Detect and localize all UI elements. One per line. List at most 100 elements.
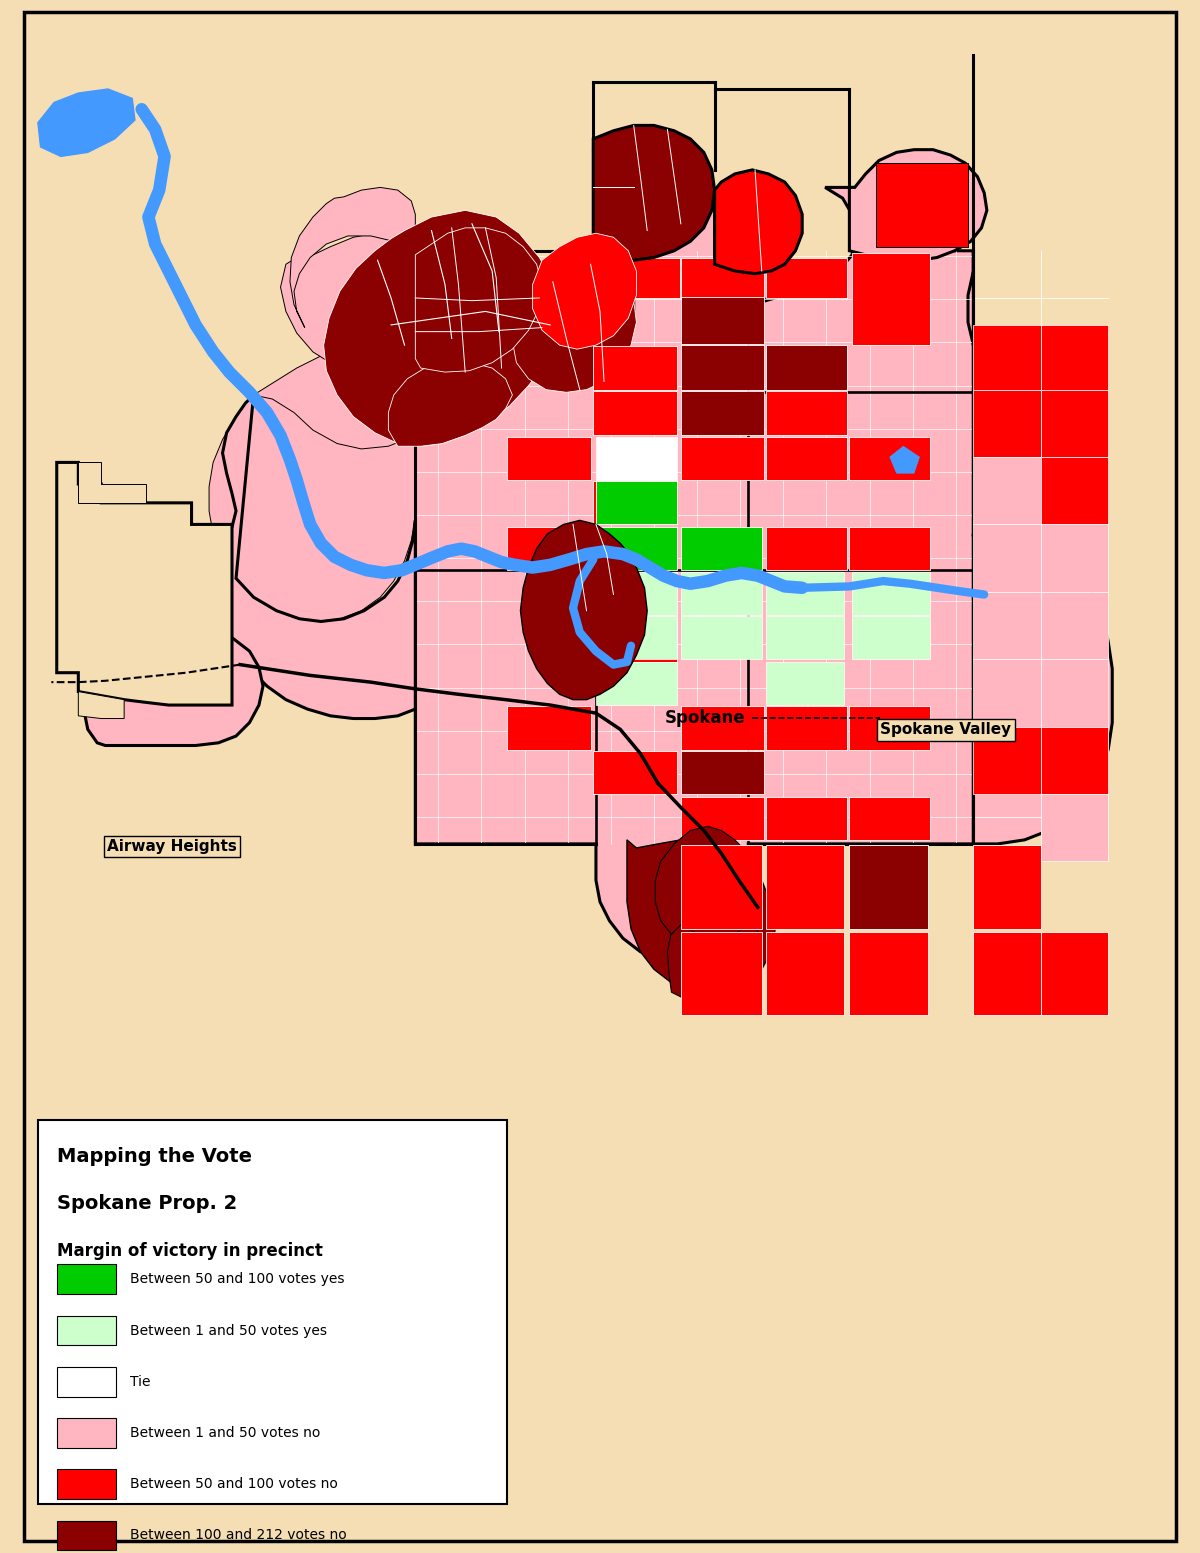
- Bar: [852, 572, 930, 615]
- Bar: [56, 1264, 116, 1294]
- Bar: [1040, 727, 1109, 794]
- Polygon shape: [78, 463, 145, 503]
- Text: Airway Heights: Airway Heights: [107, 839, 236, 854]
- Bar: [680, 297, 764, 343]
- Polygon shape: [850, 149, 986, 261]
- Bar: [766, 932, 844, 1016]
- Polygon shape: [290, 188, 415, 328]
- Bar: [56, 1520, 116, 1550]
- Bar: [850, 436, 930, 480]
- Bar: [850, 845, 928, 929]
- Bar: [1040, 592, 1109, 658]
- Bar: [973, 727, 1040, 794]
- Bar: [596, 481, 677, 525]
- Bar: [1040, 390, 1109, 457]
- Bar: [766, 258, 847, 298]
- Bar: [850, 526, 930, 570]
- Bar: [850, 845, 928, 929]
- Bar: [593, 346, 677, 390]
- Bar: [680, 345, 764, 390]
- Polygon shape: [415, 188, 973, 958]
- Text: Spokane: Spokane: [665, 708, 745, 727]
- Bar: [1040, 325, 1109, 390]
- Bar: [680, 932, 762, 1016]
- Polygon shape: [209, 394, 415, 621]
- Bar: [850, 797, 930, 840]
- Bar: [766, 617, 844, 658]
- Bar: [973, 457, 1040, 525]
- Polygon shape: [968, 250, 1112, 843]
- Bar: [593, 391, 677, 435]
- Bar: [680, 572, 762, 615]
- Bar: [680, 391, 764, 435]
- Text: Between 1 and 50 votes yes: Between 1 and 50 votes yes: [130, 1323, 326, 1337]
- Bar: [973, 658, 1040, 727]
- Bar: [1040, 932, 1109, 1016]
- Bar: [596, 572, 677, 615]
- Polygon shape: [533, 233, 636, 349]
- Bar: [593, 618, 677, 662]
- Polygon shape: [56, 463, 232, 705]
- Polygon shape: [281, 233, 415, 373]
- Text: Mapping the Vote: Mapping the Vote: [56, 1148, 252, 1166]
- Polygon shape: [84, 624, 263, 745]
- Text: Between 50 and 100 votes yes: Between 50 and 100 votes yes: [130, 1272, 344, 1286]
- Polygon shape: [714, 169, 803, 273]
- Bar: [1040, 325, 1109, 390]
- Bar: [766, 526, 847, 570]
- Bar: [680, 436, 764, 480]
- Bar: [850, 932, 928, 1016]
- Text: Margin of victory in precinct: Margin of victory in precinct: [56, 1241, 323, 1259]
- Bar: [680, 526, 762, 570]
- Bar: [1040, 658, 1109, 727]
- Bar: [1040, 794, 1109, 862]
- Text: Between 1 and 50 votes no: Between 1 and 50 votes no: [130, 1426, 320, 1440]
- Bar: [596, 526, 677, 570]
- Polygon shape: [655, 826, 762, 938]
- Text: Tie: Tie: [130, 1374, 150, 1388]
- Polygon shape: [593, 126, 714, 261]
- Bar: [56, 1315, 116, 1345]
- Polygon shape: [521, 520, 647, 700]
- Bar: [1040, 727, 1109, 794]
- Bar: [1040, 525, 1109, 592]
- Bar: [766, 391, 847, 435]
- Text: Spokane Prop. 2: Spokane Prop. 2: [56, 1194, 236, 1213]
- Bar: [973, 525, 1040, 592]
- Bar: [766, 662, 844, 705]
- Bar: [56, 1418, 116, 1447]
- Bar: [766, 345, 847, 390]
- Polygon shape: [389, 363, 512, 446]
- Text: Between 100 and 212 votes no: Between 100 and 212 votes no: [130, 1528, 347, 1542]
- Bar: [56, 1367, 116, 1396]
- Bar: [506, 436, 590, 480]
- Bar: [850, 707, 930, 750]
- Bar: [1040, 390, 1109, 457]
- Bar: [596, 662, 677, 705]
- Bar: [766, 707, 847, 750]
- Polygon shape: [38, 89, 134, 157]
- Polygon shape: [253, 328, 415, 466]
- Bar: [56, 1469, 116, 1499]
- Bar: [596, 436, 677, 480]
- Polygon shape: [512, 264, 636, 393]
- Bar: [852, 253, 930, 345]
- Polygon shape: [667, 899, 762, 1006]
- Bar: [680, 707, 764, 750]
- Bar: [766, 346, 847, 390]
- Bar: [973, 325, 1040, 390]
- Bar: [506, 707, 590, 750]
- Text: Spokane Valley: Spokane Valley: [881, 722, 1012, 738]
- Bar: [680, 845, 762, 929]
- Bar: [766, 436, 847, 480]
- Bar: [596, 617, 677, 658]
- Bar: [876, 163, 968, 247]
- Bar: [973, 932, 1040, 1016]
- Bar: [680, 617, 762, 658]
- Polygon shape: [205, 394, 415, 719]
- Polygon shape: [890, 446, 919, 474]
- Bar: [506, 526, 590, 570]
- Text: Between 50 and 100 votes no: Between 50 and 100 votes no: [130, 1477, 337, 1491]
- Bar: [593, 258, 679, 298]
- Bar: [852, 617, 930, 658]
